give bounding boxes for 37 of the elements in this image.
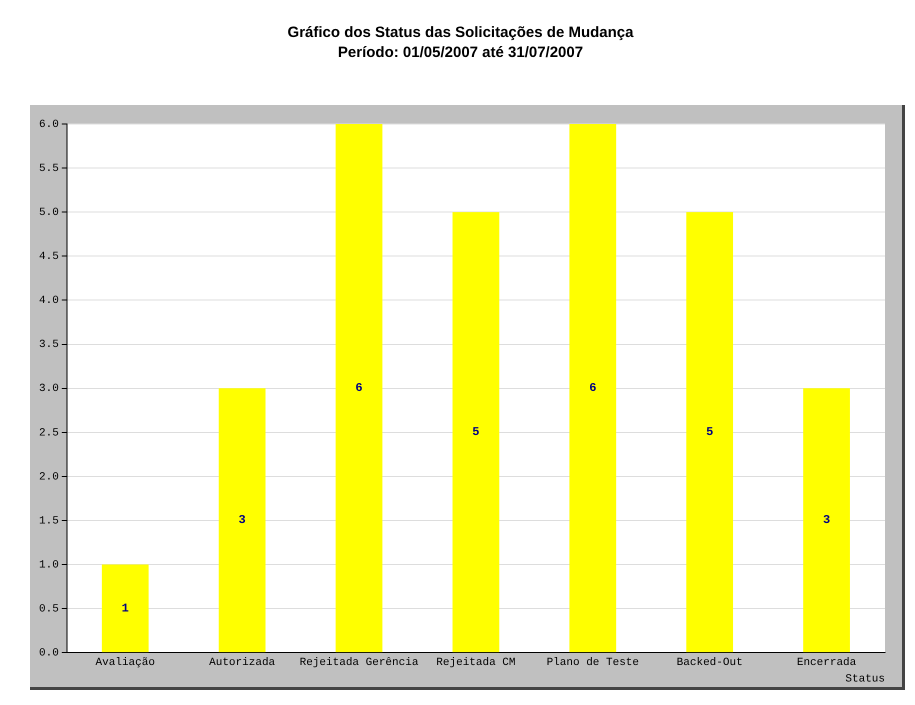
y-tick-label: 5.0: [38, 207, 59, 220]
bar: [803, 388, 850, 652]
x-tick-label: Rejeitada Gerência: [300, 657, 419, 670]
y-tick-label: 1.5: [38, 515, 59, 528]
data-label: 6: [589, 381, 596, 396]
x-tick-label: Encerrada: [796, 657, 857, 670]
bar: [686, 212, 734, 652]
y-tick-label: 5.5: [38, 162, 59, 175]
x-tick-label: Plano de Teste: [546, 657, 639, 670]
y-tick-label: 6.0: [38, 118, 59, 131]
data-label: 3: [822, 513, 830, 528]
y-tick-label: 4.5: [38, 251, 59, 264]
data-label: 5: [706, 425, 714, 440]
bar: [218, 388, 266, 652]
bar: [452, 212, 500, 652]
y-tick-label: 3.5: [38, 339, 59, 352]
chart-subtitle: Período: 01/05/2007 até 31/07/2007: [338, 44, 584, 62]
y-tick-label: 2.0: [38, 471, 59, 484]
bar: [102, 564, 149, 652]
x-tick-label: Backed-Out: [676, 657, 743, 670]
y-tick-label: 3.0: [38, 383, 59, 396]
data-label: 1: [122, 601, 129, 616]
y-tick-label: 0.0: [38, 648, 59, 660]
y-tick-label: 4.0: [38, 295, 59, 308]
x-tick-label: Rejeitada CM: [436, 657, 516, 670]
data-label: 3: [238, 513, 246, 528]
y-tick-label: 0.5: [38, 603, 59, 616]
data-label: 6: [355, 381, 363, 396]
bar: [336, 124, 382, 652]
y-tick-label: 1.0: [38, 559, 59, 572]
x-tick-label: Autorizada: [209, 657, 276, 670]
x-axis-title: Status: [845, 673, 885, 686]
data-label: 5: [472, 425, 480, 440]
y-tick-label: 2.5: [38, 427, 59, 440]
x-tick-label: Avaliação: [96, 657, 155, 670]
bar: [569, 124, 616, 652]
chart-title: Gráfico dos Status das Solicitações de Mudança: [288, 24, 634, 42]
